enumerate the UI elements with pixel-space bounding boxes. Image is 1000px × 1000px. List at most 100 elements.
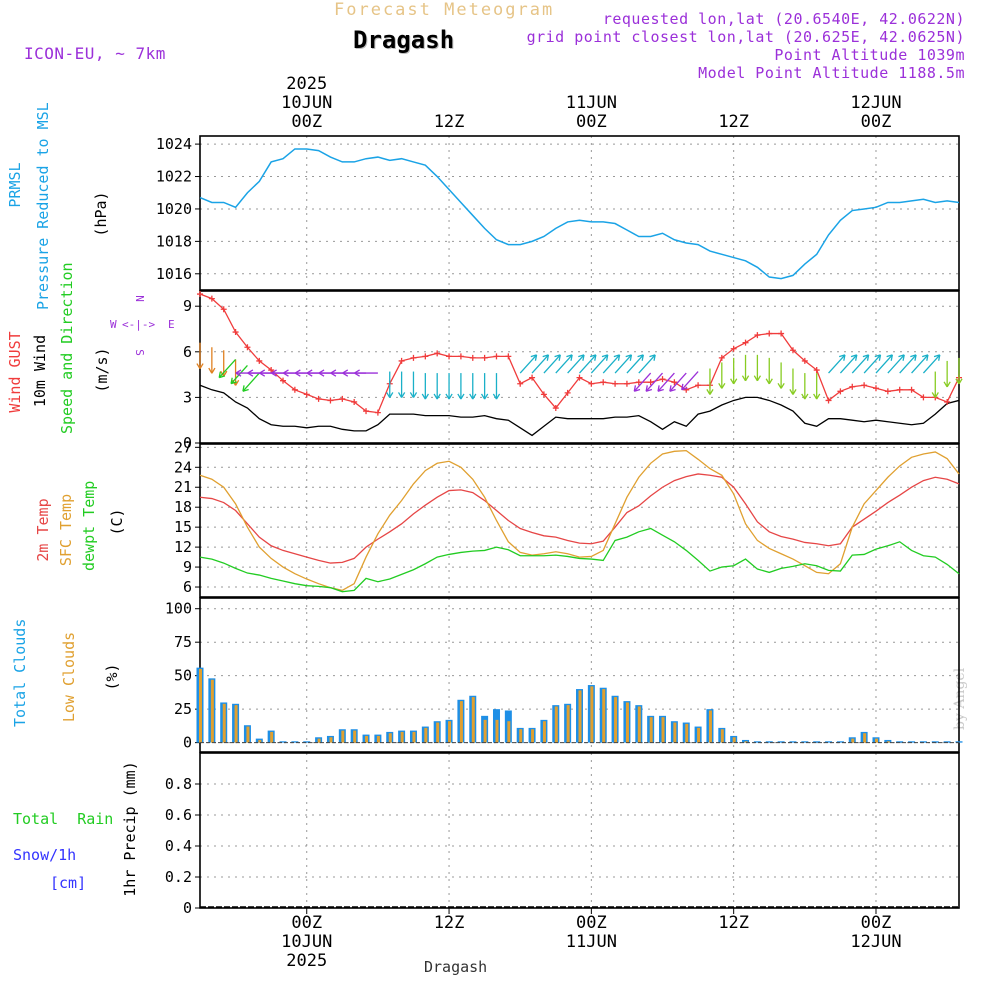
total-label: Total [13, 810, 59, 828]
y-tick-label: 1018 [156, 232, 192, 250]
low-cloud-bar [234, 705, 238, 743]
top-time-label: 2025 [286, 74, 327, 94]
wind-arrow [657, 372, 675, 392]
gust-marker [446, 353, 453, 360]
wind-arrow [555, 354, 573, 374]
gust-marker [351, 398, 358, 405]
low-cloud-bar [625, 702, 629, 743]
wind-speed-line [199, 384, 960, 437]
gust-marker [256, 357, 263, 364]
low-cloud-bar [649, 717, 653, 743]
gust-marker [398, 357, 405, 364]
wind-arrow-head [669, 385, 676, 392]
y-tick-label: 1016 [156, 265, 192, 283]
wind-arrow-head [718, 382, 726, 389]
low-cloud-bar [732, 737, 736, 743]
bottom-time-label: 00Z [291, 913, 322, 933]
wind-arrow-head [247, 369, 254, 377]
total-cloud-bar [896, 741, 904, 743]
gust-marker [339, 395, 346, 402]
wind-arrow-head [931, 392, 939, 398]
total-cloud-bar [955, 741, 963, 743]
gust-marker [327, 397, 334, 404]
pressure-line [199, 148, 960, 280]
bottom-time-label: 11JUN [566, 932, 617, 952]
gust-marker [754, 332, 761, 339]
top-time-label: 12Z [718, 112, 749, 132]
low-cloud-bar [602, 689, 606, 743]
low-cloud-bar [661, 717, 665, 743]
wind-arrow-head [933, 354, 941, 361]
top-time-label: 00Z [861, 112, 892, 132]
panel-frame [199, 752, 960, 909]
wind-arrow-head [230, 377, 237, 385]
gust-marker [303, 391, 310, 398]
gust-marker [457, 353, 464, 360]
wind-arrow [911, 354, 929, 374]
gust-marker [659, 376, 666, 383]
wind-arrow-head [789, 389, 797, 395]
requested-lonlat: requested lon,lat (20.6540E, 42.0622N) [602, 10, 965, 28]
low-cloud-bar [614, 697, 618, 743]
wind-arrow-head [469, 393, 477, 400]
gust-marker [469, 354, 476, 361]
gust-marker [718, 354, 725, 361]
wind-arrow-head [613, 354, 621, 361]
gust-marker [623, 380, 630, 387]
top-time-label: 11JUN [566, 93, 617, 113]
wind-arrow-head [943, 381, 951, 388]
y-tick-label: 21 [174, 478, 192, 496]
wind-arrow-head [354, 369, 360, 377]
total-cloud-bar [303, 741, 311, 743]
gust-marker [220, 306, 227, 313]
wind-arrow [887, 354, 905, 374]
gust-marker [434, 350, 441, 357]
gust-marker [766, 330, 773, 337]
temp-sfc-line [199, 449, 960, 592]
top-time-label: 12Z [434, 112, 465, 132]
wind-arrow-head [445, 393, 453, 400]
wind-arrow-head [196, 363, 204, 370]
bottom-time-label: 00Z [861, 913, 892, 933]
y-tick-label: 18 [174, 498, 192, 516]
location-title: Dragash [353, 26, 455, 54]
y-tick-label: 9 [183, 297, 192, 315]
wind-arrow-head [554, 354, 561, 361]
low-cloud-bar [400, 731, 404, 743]
temp-2m-line [199, 473, 960, 564]
wind-arrow-head [910, 354, 917, 361]
gust-marker [232, 329, 239, 336]
compass-west: W [110, 318, 117, 331]
gust-marker [197, 291, 203, 298]
wind-arrow [626, 354, 644, 374]
low-cloud-bar [578, 690, 582, 743]
total-cloud-bar [931, 741, 939, 743]
wind-arrow-head [306, 369, 313, 377]
wind-arrow-head [862, 354, 870, 361]
wind-arrow-head [578, 354, 585, 361]
low-cloud-bar [246, 726, 250, 743]
total-cloud-bar [908, 741, 916, 743]
wind-arrow-head [645, 385, 653, 392]
snow-unit-label: [cm] [50, 874, 87, 892]
wind-arrow [543, 354, 561, 374]
wind-arrow-head [566, 354, 573, 361]
bottom-time-label: 12JUN [850, 932, 901, 952]
gust-marker [872, 385, 879, 392]
low-cloud-bar [744, 741, 748, 743]
gust-marker [801, 357, 808, 364]
low-cloud-bar [388, 733, 392, 743]
y-tick-label: 25 [174, 700, 192, 718]
wind-arrow-head [765, 378, 773, 385]
compass-arrows: <-|-> [122, 318, 156, 331]
total-cloud-bar [765, 741, 773, 743]
rain-label: Rain [77, 810, 114, 828]
gust-marker [778, 330, 785, 337]
y-tick-label: 15 [174, 518, 192, 536]
gust-marker [493, 353, 500, 360]
wind-arrow-head [601, 354, 609, 361]
total-rain-label: Total Rain [13, 810, 113, 828]
gust-marker [268, 367, 275, 374]
gust-marker [908, 386, 915, 393]
